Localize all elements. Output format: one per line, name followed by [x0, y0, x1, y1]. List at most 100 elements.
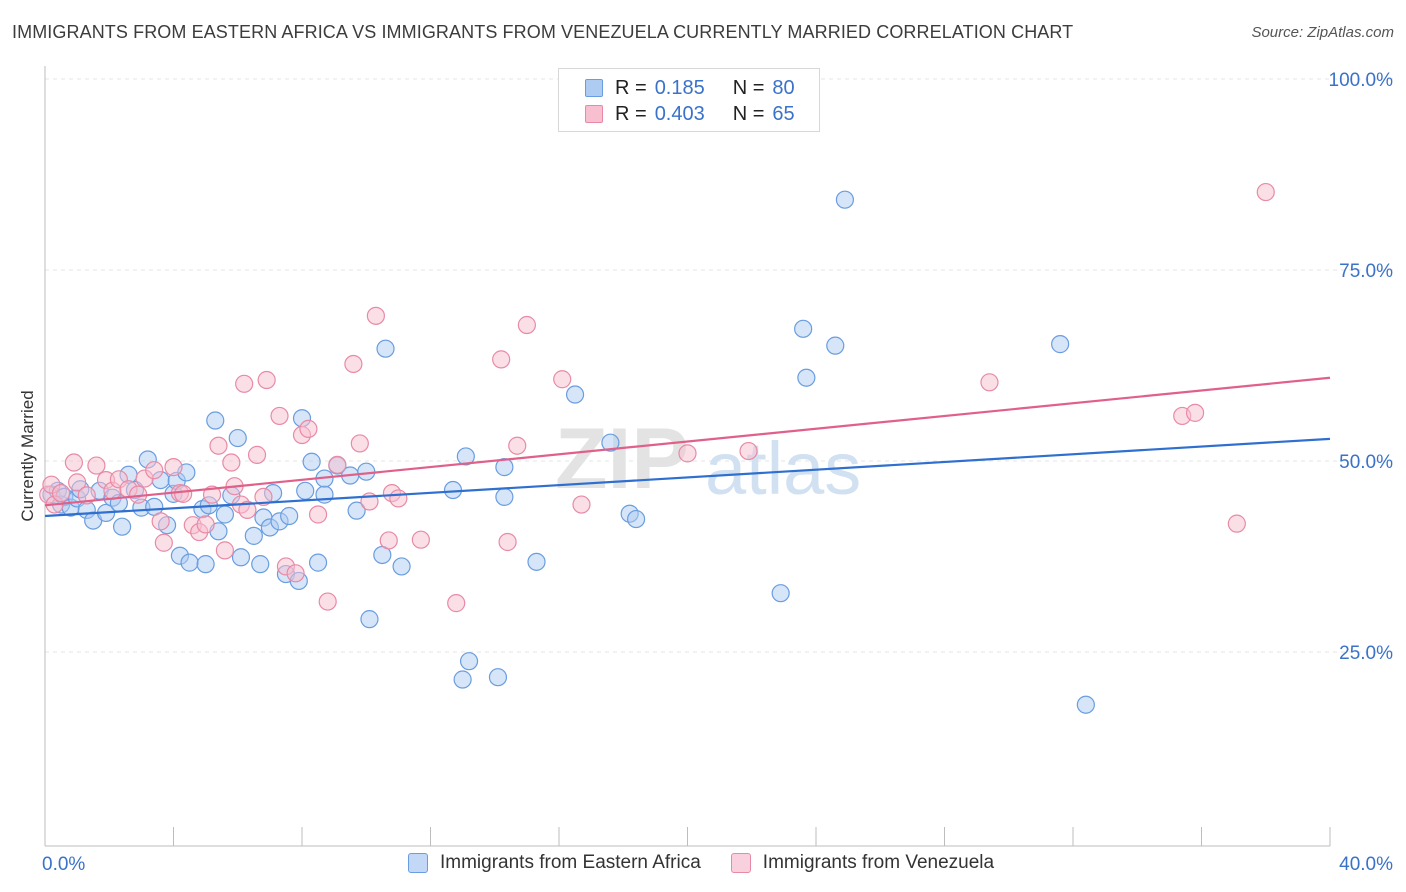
data-point-venezuela [215, 541, 234, 560]
data-point-venezuela [980, 373, 999, 392]
bottom-legend-item-series-b: Immigrants from Venezuela [730, 852, 995, 874]
data-point-venezuela [209, 436, 228, 455]
data-point-venezuela [678, 444, 697, 463]
data-point-eastern-africa [565, 385, 585, 404]
data-point-eastern-africa [826, 336, 845, 355]
data-point-venezuela [270, 406, 289, 426]
data-point-venezuela [286, 564, 305, 583]
data-point-venezuela [350, 434, 369, 453]
legend-row-series-a: R = 0.185 N = 80 [585, 76, 795, 100]
data-point-venezuela [1185, 403, 1205, 422]
data-point-eastern-africa [456, 447, 475, 466]
legend-swatch-series-a [585, 79, 603, 97]
data-point-venezuela [77, 486, 96, 505]
data-point-venezuela [366, 306, 385, 325]
data-point-venezuela [328, 455, 347, 474]
y-axis-label: Currently Married [18, 390, 37, 521]
data-point-eastern-africa [771, 584, 790, 603]
data-point-venezuela [151, 512, 170, 531]
bottom-legend: Immigrants from Eastern Africa Immigrant… [408, 852, 1024, 874]
data-point-venezuela [257, 370, 276, 390]
legend-box: R = 0.185 N = 80 R = 0.403 N = 65 [558, 68, 820, 132]
data-point-eastern-africa [251, 555, 270, 574]
legend-n-label: N = [732, 76, 765, 99]
y-tick-labels: 25.0% 50.0% 75.0% 100.0% [1329, 70, 1394, 664]
y-tick-label: 50.0% [1339, 452, 1393, 473]
data-point-eastern-africa [495, 487, 514, 507]
series-points-a [42, 190, 1095, 714]
data-point-venezuela [164, 458, 183, 477]
data-point-eastern-africa [206, 411, 225, 430]
watermark: ZIP atlas [555, 411, 861, 510]
watermark-zip: ZIP [555, 411, 689, 507]
data-point-venezuela [739, 441, 758, 461]
data-point-eastern-africa [302, 452, 321, 471]
data-point-eastern-africa [794, 319, 813, 338]
data-point-eastern-africa [347, 501, 366, 520]
gridlines [45, 78, 1393, 653]
data-point-venezuela [87, 456, 106, 475]
legend-r-value-series-b: 0.403 [654, 102, 705, 125]
data-point-eastern-africa [1076, 695, 1095, 714]
data-point-eastern-africa [308, 553, 328, 572]
data-point-eastern-africa [112, 517, 132, 536]
y-tick-label: 75.0% [1339, 261, 1393, 282]
data-point-venezuela [379, 531, 398, 550]
data-point-venezuela [154, 533, 173, 552]
data-point-eastern-africa [180, 553, 199, 572]
data-point-venezuela [238, 500, 257, 519]
x-tick-label-max: 40.0% [1339, 854, 1393, 875]
data-point-eastern-africa [215, 505, 234, 524]
data-point-venezuela [202, 485, 222, 504]
data-point-venezuela [447, 594, 466, 613]
data-point-eastern-africa [228, 428, 247, 448]
data-point-eastern-africa [835, 190, 855, 209]
data-point-venezuela [553, 370, 572, 389]
data-point-venezuela [145, 461, 164, 480]
trend-lines [44, 376, 1331, 518]
data-point-eastern-africa [357, 462, 376, 481]
data-point-venezuela [572, 495, 591, 514]
legend-r-label: R = [615, 76, 647, 99]
data-point-venezuela [508, 436, 527, 455]
data-point-venezuela [247, 445, 267, 464]
source-label: Source: ZipAtlas.com [1251, 24, 1394, 41]
data-point-venezuela [389, 489, 408, 508]
data-point-venezuela [308, 505, 328, 524]
data-point-eastern-africa [392, 557, 411, 576]
legend-n-value-series-a: 80 [772, 76, 795, 99]
legend-swatch-series-b [585, 105, 603, 123]
data-point-venezuela [64, 453, 84, 472]
bottom-legend-label-series-a: Immigrants from Eastern Africa [440, 852, 701, 873]
data-point-eastern-africa [443, 480, 463, 500]
data-point-eastern-africa [527, 552, 546, 571]
data-point-eastern-africa [488, 668, 508, 687]
x-tick-label-min: 0.0% [42, 854, 85, 875]
data-point-venezuela [1256, 182, 1275, 202]
data-point-venezuela [299, 419, 318, 439]
data-point-venezuela [318, 592, 337, 611]
data-point-eastern-africa [244, 526, 263, 545]
legend-r-value-series-a: 0.185 [654, 76, 705, 99]
axes [44, 66, 1331, 847]
y-tick-label: 100.0% [1329, 70, 1394, 91]
data-point-eastern-africa [280, 506, 299, 526]
data-point-venezuela [492, 350, 511, 369]
data-point-eastern-africa [601, 433, 620, 452]
data-point-eastern-africa [453, 670, 472, 689]
data-point-venezuela [411, 530, 430, 549]
data-point-venezuela [1227, 514, 1246, 533]
data-point-venezuela [498, 532, 517, 552]
data-point-eastern-africa [626, 509, 646, 529]
data-point-venezuela [517, 315, 536, 335]
bottom-legend-label-series-b: Immigrants from Venezuela [762, 852, 995, 873]
data-point-eastern-africa [296, 481, 315, 500]
bottom-legend-item-series-a: Immigrants from Eastern Africa [408, 852, 701, 874]
series-points-b [39, 182, 1275, 613]
legend-n-value-series-b: 65 [772, 102, 795, 125]
data-point-venezuela [254, 487, 273, 507]
legend-r-label: R = [615, 102, 647, 125]
data-point-venezuela [174, 484, 193, 503]
legend-row-series-b: R = 0.403 N = 65 [585, 102, 795, 126]
